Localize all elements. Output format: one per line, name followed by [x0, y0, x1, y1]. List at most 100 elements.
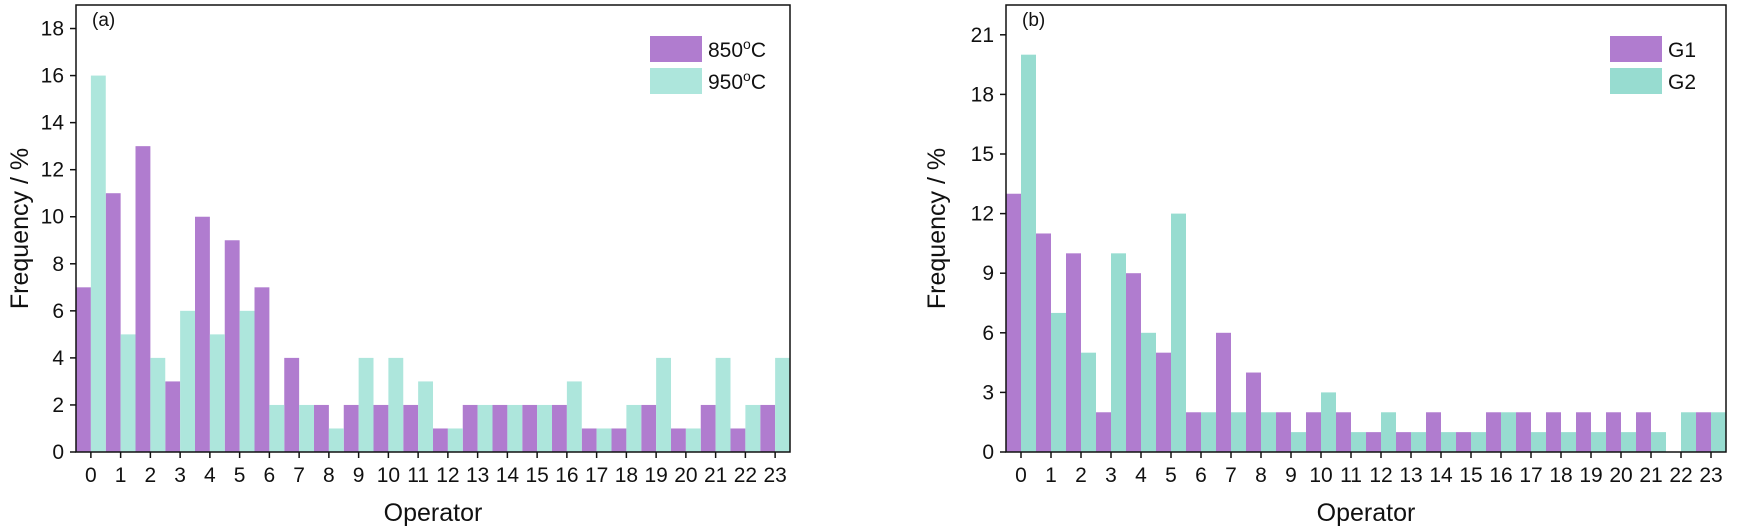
y-tick-label: 21: [971, 24, 994, 47]
x-tick-label: 4: [204, 464, 216, 487]
x-tick-label: 10: [377, 464, 400, 487]
x-tick-label: 19: [1579, 464, 1602, 487]
x-tick-label: 11: [1340, 464, 1362, 487]
bar: [1291, 432, 1306, 452]
bar: [388, 357, 404, 452]
x-tick-label: 0: [85, 464, 97, 487]
x-tick-label: 6: [264, 464, 276, 487]
series-g2-bars: [1021, 54, 1726, 453]
x-tick-label: 16: [1489, 464, 1512, 487]
x-tick-label: 23: [1699, 464, 1722, 487]
bar: [611, 428, 627, 452]
bar: [314, 404, 329, 452]
bar: [700, 404, 716, 452]
bar: [120, 334, 136, 452]
x-tick-label: 22: [734, 464, 757, 487]
series-g1-bars: [1006, 193, 1711, 453]
bar: [1366, 432, 1381, 452]
bar: [269, 404, 285, 452]
y-tick-label: 10: [41, 206, 64, 229]
bar: [209, 334, 225, 452]
bar: [433, 428, 448, 452]
x-tick-label: 12: [1369, 464, 1392, 487]
bar: [1486, 412, 1501, 452]
y-tick-label: 9: [982, 262, 994, 285]
bar: [462, 404, 478, 452]
x-tick-label: 15: [525, 464, 548, 487]
x-tick-label: 4: [1135, 464, 1147, 487]
bar: [1516, 412, 1531, 452]
bar: [1471, 432, 1486, 452]
y-axis-title: Frequency / %: [6, 148, 34, 309]
bar: [626, 404, 642, 452]
x-tick-label: 12: [436, 464, 459, 487]
bar: [1141, 332, 1156, 452]
bar: [1651, 432, 1666, 452]
bar: [1171, 213, 1186, 452]
bar: [76, 287, 91, 452]
bar: [1456, 432, 1471, 452]
bar: [1711, 412, 1726, 452]
bar: [1351, 432, 1366, 452]
bar: [328, 428, 344, 452]
x-tick-label: 20: [674, 464, 697, 487]
bar: [656, 357, 672, 452]
bar: [1411, 432, 1426, 452]
legend-label: 950oC: [708, 68, 766, 94]
bar: [1441, 432, 1456, 452]
bar: [1051, 312, 1066, 452]
bar: [1216, 332, 1231, 452]
bar: [1231, 412, 1246, 452]
bar: [239, 310, 255, 452]
y-tick-label: 18: [41, 18, 64, 41]
plot-frame: [1005, 4, 1727, 453]
x-tick-label: 21: [1639, 464, 1662, 487]
bar: [90, 75, 106, 452]
bar: [1426, 412, 1441, 452]
bar: [224, 240, 240, 452]
bar: [150, 357, 166, 452]
bar: [1501, 412, 1516, 452]
panel-label: (a): [92, 10, 115, 31]
bar: [1321, 392, 1336, 452]
bar: [358, 357, 374, 452]
x-axis-title: Operator: [384, 499, 483, 527]
x-tick-label: 19: [644, 464, 667, 487]
bar: [1306, 412, 1321, 452]
bar: [1396, 432, 1411, 452]
bar: [1186, 412, 1201, 452]
bar: [522, 404, 538, 452]
x-tick-label: 15: [1459, 464, 1482, 487]
x-tick-label: 23: [763, 464, 786, 487]
bar: [1246, 372, 1261, 452]
bar: [284, 357, 300, 452]
y-tick-label: 12: [41, 159, 64, 182]
bar: [343, 404, 359, 452]
x-tick-label: 13: [466, 464, 489, 487]
x-tick-label: 9: [353, 464, 365, 487]
bar: [195, 216, 210, 452]
legend-swatch: [1610, 36, 1662, 62]
legend-label: G2: [1668, 71, 1696, 94]
x-tick-label: 6: [1195, 464, 1207, 487]
x-tick-label: 21: [704, 464, 727, 487]
bar: [1621, 432, 1636, 452]
bar: [1591, 432, 1606, 452]
x-tick-label: 17: [585, 464, 608, 487]
bar: [418, 381, 434, 452]
legend-swatch: [650, 68, 702, 94]
x-tick-label: 11: [407, 464, 429, 487]
legend-swatch: [650, 36, 702, 62]
x-tick-label: 8: [323, 464, 335, 487]
series-850-bars: [76, 146, 776, 452]
x-tick-label: 14: [1429, 464, 1453, 487]
x-tick-label: 18: [615, 464, 638, 487]
y-tick-label: 6: [982, 322, 994, 345]
bar: [1261, 412, 1276, 452]
bar: [1546, 412, 1561, 452]
y-tick-label: 15: [971, 143, 994, 166]
bar: [671, 428, 686, 452]
